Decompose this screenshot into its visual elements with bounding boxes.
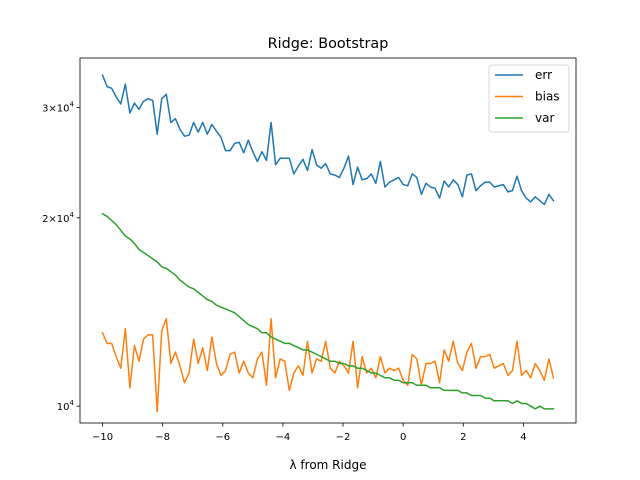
legend-box xyxy=(488,64,570,133)
plot-frame xyxy=(79,57,577,424)
legend-label-var: var xyxy=(535,111,554,125)
x-tick-label: 2 xyxy=(460,432,466,443)
series-layer xyxy=(101,74,555,413)
y-tick-label: 104 xyxy=(57,399,75,413)
x-tick-label: 0 xyxy=(400,432,406,443)
chart-title: Ridge: Bootstrap xyxy=(268,36,389,52)
y-axis: 104 2×104 3×104 xyxy=(42,101,80,413)
x-tick-label: −10 xyxy=(92,432,113,443)
series-line-err xyxy=(101,74,555,206)
y-tick-label: 2×104 xyxy=(42,211,74,225)
legend-label-bias: bias xyxy=(535,90,560,104)
x-tick-label: −2 xyxy=(336,432,351,443)
legend: err bias var xyxy=(488,64,570,133)
x-tick-label: 4 xyxy=(520,432,526,443)
x-tick-label: −4 xyxy=(276,432,291,443)
series-line-var xyxy=(101,212,555,410)
x-tick-label: −6 xyxy=(215,432,230,443)
legend-label-err: err xyxy=(535,68,552,82)
x-tick-label: −8 xyxy=(155,432,170,443)
x-axis-label: λ from Ridge xyxy=(290,458,367,472)
x-axis: −10 −8 −6 −4 −2 0 2 4 xyxy=(92,423,527,443)
series-line-bias xyxy=(101,317,555,413)
y-tick-label: 3×104 xyxy=(42,101,74,115)
